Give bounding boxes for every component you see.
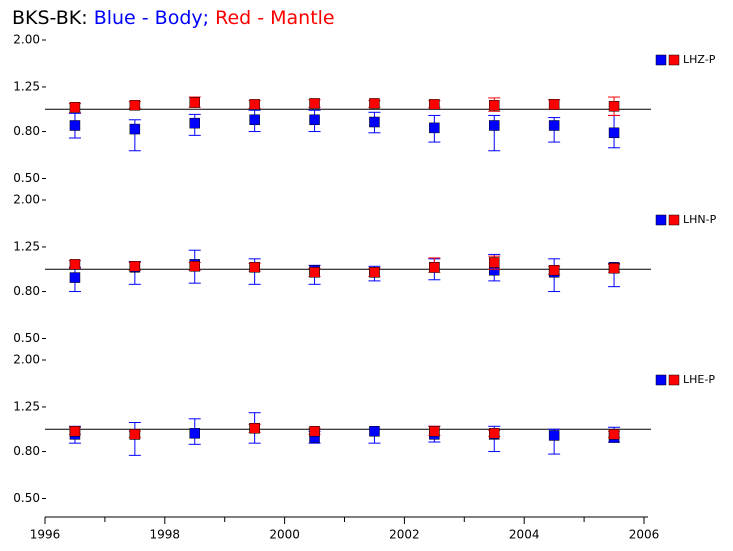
point xyxy=(189,117,200,129)
point xyxy=(489,120,500,131)
y-tick-label: 0.50 xyxy=(13,171,40,185)
point xyxy=(489,257,500,268)
title-part: Blue - Body; xyxy=(94,7,209,29)
point xyxy=(548,120,560,131)
chart-title: BKS-BK: Blue - Body; Red - Mantle xyxy=(12,7,335,29)
point xyxy=(608,127,620,139)
y-tick-label: 0.50 xyxy=(13,331,40,345)
legend-swatch xyxy=(655,214,667,226)
point xyxy=(608,101,620,112)
x-tick-label: 1996 xyxy=(30,528,61,542)
point xyxy=(129,123,141,135)
point xyxy=(548,99,560,110)
y-tick-label: 2.00 xyxy=(13,353,40,367)
point xyxy=(489,428,500,439)
y-tick-label: 1.25 xyxy=(13,79,40,93)
point xyxy=(189,428,200,439)
point xyxy=(189,261,200,272)
point xyxy=(548,430,560,441)
y-tick-label: 2.00 xyxy=(13,33,40,47)
point xyxy=(249,114,260,126)
y-tick-label: 2.00 xyxy=(13,193,40,207)
point xyxy=(429,99,440,110)
point xyxy=(69,272,81,283)
point xyxy=(129,100,141,111)
point xyxy=(369,426,380,437)
x-tick-label: 2004 xyxy=(509,528,540,542)
point xyxy=(548,265,560,276)
legend-swatch xyxy=(655,54,667,66)
point xyxy=(249,423,260,434)
point xyxy=(69,102,81,113)
point xyxy=(309,114,320,126)
point xyxy=(489,100,500,111)
y-tick-label: 1.25 xyxy=(13,239,40,253)
point xyxy=(309,426,320,437)
legend-swatch xyxy=(668,214,680,226)
title-part: Red - Mantle xyxy=(215,7,335,29)
point xyxy=(608,429,620,440)
point xyxy=(309,98,320,109)
point xyxy=(249,262,260,273)
legend-swatch xyxy=(668,374,680,386)
point xyxy=(369,116,380,128)
y-tick-label: 0.80 xyxy=(13,284,40,298)
point xyxy=(369,267,380,278)
x-tick-label: 1998 xyxy=(150,528,181,542)
title-part: BKS-BK: xyxy=(12,7,88,29)
legend-swatch xyxy=(655,374,667,386)
point xyxy=(369,98,380,109)
legend-swatch xyxy=(668,54,680,66)
legend-label: LHE-P xyxy=(683,373,715,386)
y-tick-label: 1.25 xyxy=(13,399,40,413)
point xyxy=(129,429,141,440)
point xyxy=(69,120,81,131)
point xyxy=(309,267,320,278)
point xyxy=(249,99,260,110)
point xyxy=(189,97,200,108)
point xyxy=(429,122,440,134)
legend-label: LHZ-P xyxy=(683,53,716,66)
point xyxy=(69,426,81,437)
y-tick-label: 0.80 xyxy=(13,124,40,138)
point xyxy=(429,426,440,437)
y-tick-label: 0.50 xyxy=(13,491,40,505)
y-tick-label: 0.80 xyxy=(13,444,40,458)
x-tick-label: 2006 xyxy=(629,528,660,542)
x-tick-label: 2002 xyxy=(389,528,420,542)
legend-label: LHN-P xyxy=(683,213,717,226)
x-tick-label: 2000 xyxy=(269,528,300,542)
point xyxy=(129,261,141,272)
point xyxy=(429,262,440,273)
point xyxy=(69,259,81,270)
point xyxy=(608,263,620,274)
